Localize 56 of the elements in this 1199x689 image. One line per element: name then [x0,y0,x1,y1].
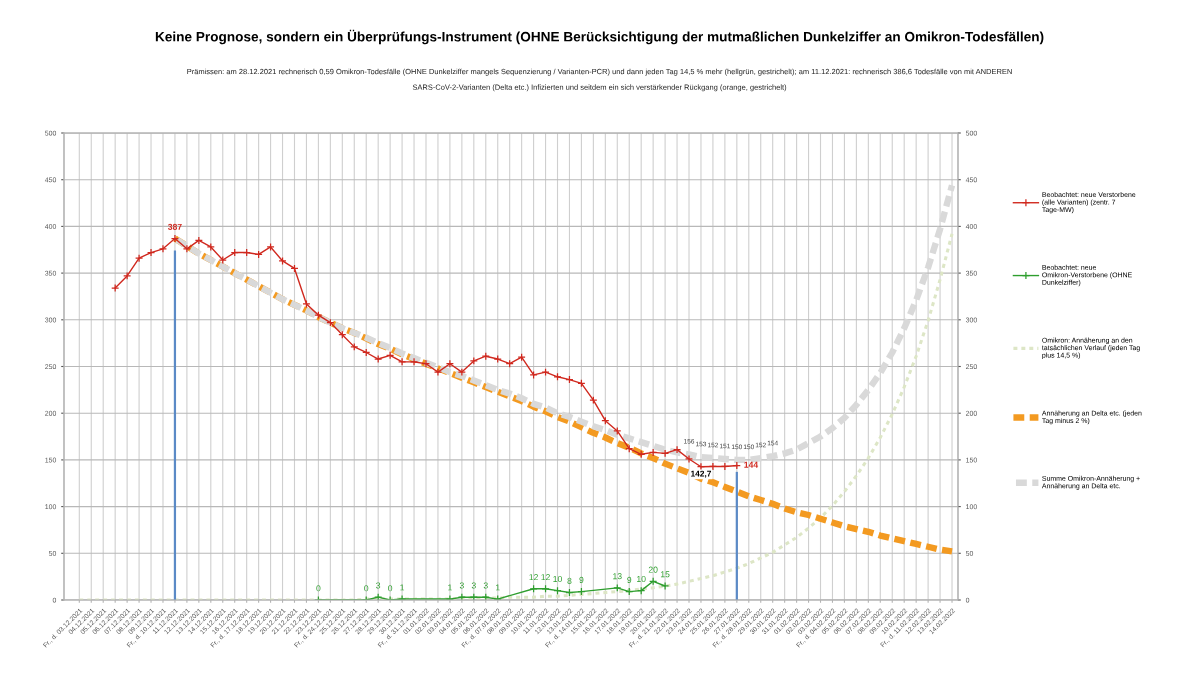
point [589,396,598,405]
line-series [77,232,954,600]
data-label: 13 [613,573,622,580]
point [409,357,419,366]
point [433,368,443,377]
data-label: 3 [376,582,381,589]
point [146,248,156,257]
point [218,255,227,265]
point [672,445,682,454]
point [182,244,191,253]
chart-title: Keine Prognose, sondern ein Überprüfungs-Instrument (OHNE Berücksichtigung der mutmaßlichen Dunkelziffer an Omikron-Todesfällen) [155,29,1044,45]
point [708,462,718,471]
data-label: 10 [637,575,646,583]
data-label: 1 [400,584,405,591]
data-label: 144 [744,461,759,468]
data-label: 3 [483,582,488,589]
point [661,449,670,458]
data-label: 387 [167,223,182,230]
data-label: 3 [459,582,464,589]
data-label: 1 [448,584,452,591]
data-label: 0 [364,585,369,592]
annotation: 142,7 [691,470,712,478]
point [457,368,466,377]
point [134,254,144,263]
point [493,354,502,364]
point [397,357,407,366]
point [720,462,729,471]
point [350,342,359,351]
data-label: 0 [316,585,321,592]
point [111,283,120,293]
data-label: 12 [541,574,550,581]
data-label: 8 [567,577,572,584]
data-label: 20 [648,566,658,573]
point [123,271,132,280]
point [445,359,455,368]
point [278,256,287,266]
point [613,426,622,436]
data-label: 12 [529,574,538,581]
point [469,356,478,365]
data-label: 10 [553,575,562,583]
data-label: 3 [471,582,476,589]
data-label: 9 [627,576,632,583]
point [266,242,275,252]
point [421,359,431,368]
data-label: 9 [579,576,584,583]
point [158,244,168,253]
point [302,299,311,309]
data-label: 1 [495,584,500,591]
point [206,242,215,252]
data-label: 15 [660,571,670,578]
data-label: 0 [388,585,393,592]
point [529,370,538,380]
point [374,354,383,364]
point [541,368,550,377]
point [170,234,180,243]
point [684,454,694,464]
